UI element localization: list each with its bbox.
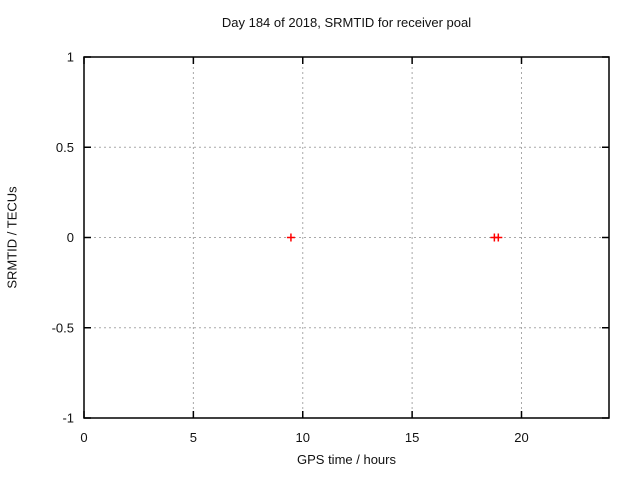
data-point-marker [286,233,295,242]
y-tick-label: -1 [62,411,74,426]
x-tick-label: 5 [190,430,197,445]
y-tick-label: -0.5 [52,320,74,335]
chart-title: Day 184 of 2018, SRMTID for receiver poa… [221,15,472,30]
data-point-marker [494,233,503,242]
x-tick-label: 0 [80,430,87,445]
x-axis-label: GPS time / hours [297,452,396,467]
x-tick-label: 10 [296,430,310,445]
y-tick-label: 0.5 [56,140,74,155]
y-tick-label: 0 [67,230,74,245]
x-tick-label: 15 [405,430,419,445]
x-tick-label: 20 [514,430,528,445]
y-tick-label: 1 [67,50,74,65]
